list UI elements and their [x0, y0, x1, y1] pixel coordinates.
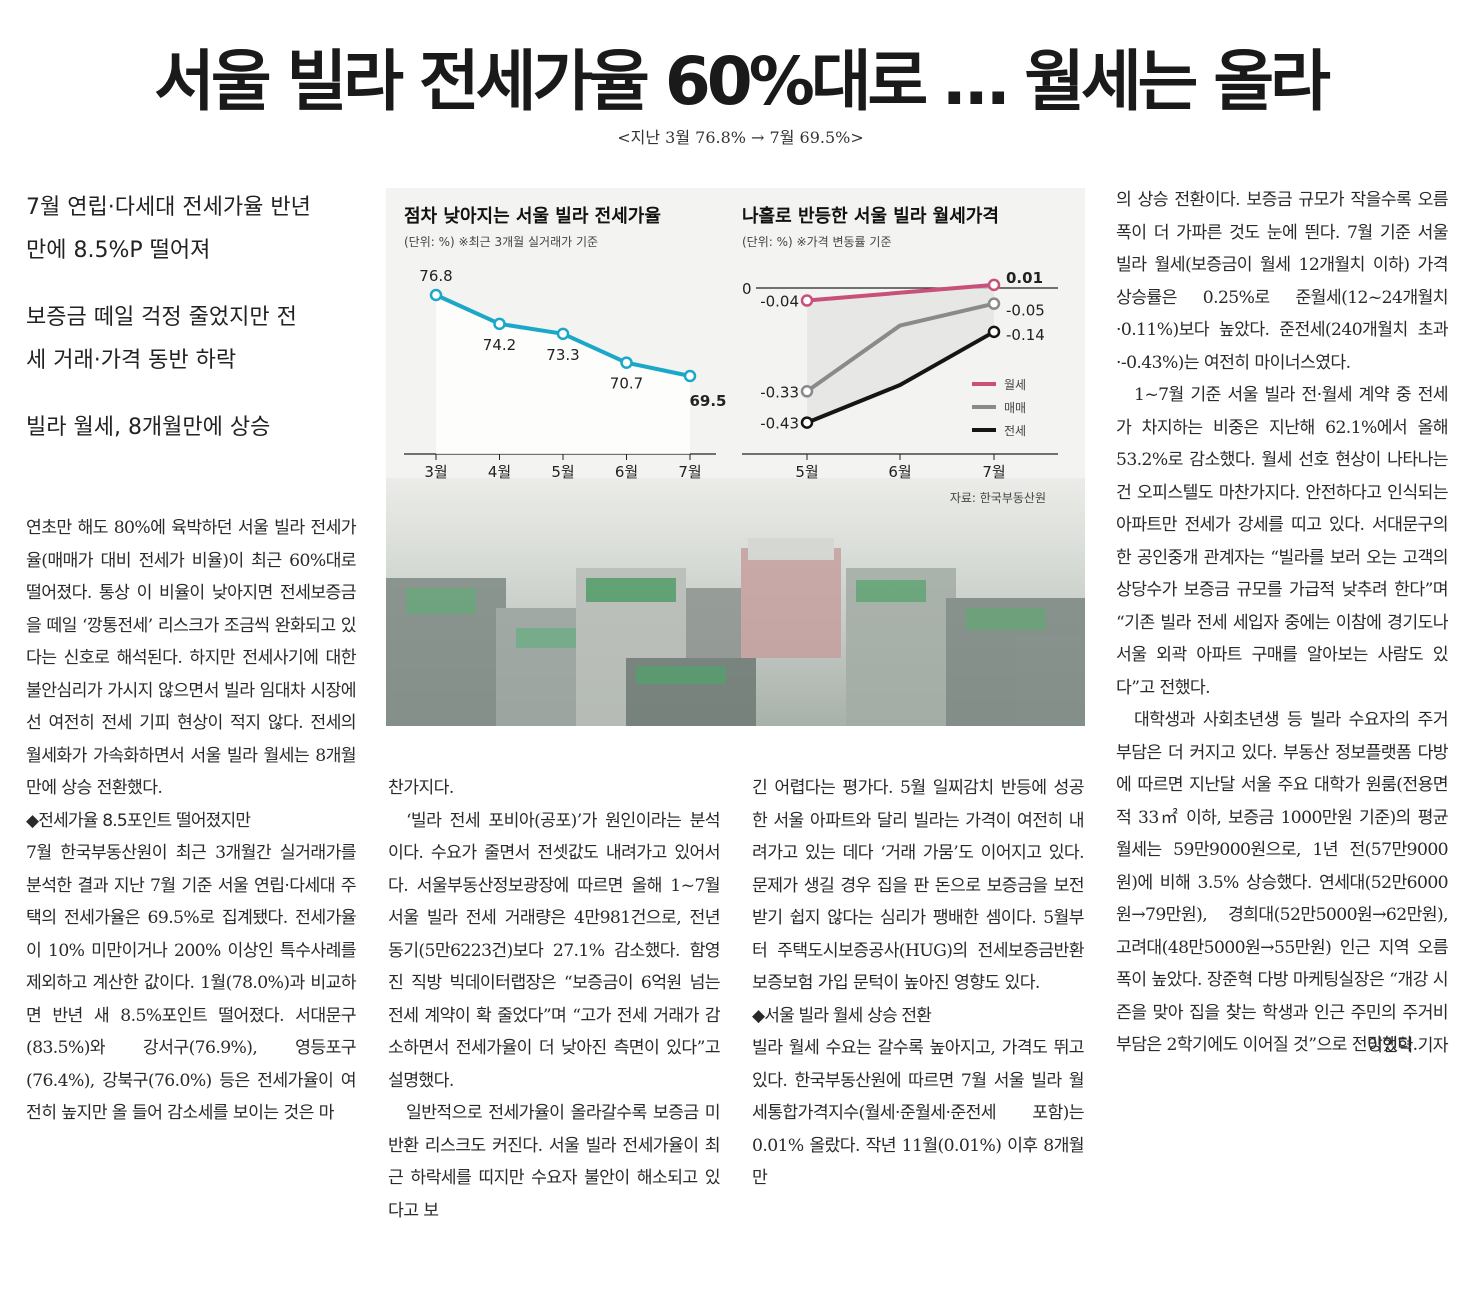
body-paragraph: 찬가지다.: [388, 778, 454, 798]
chart2-point: [800, 385, 814, 398]
chart1-x-tick-label: 7월: [678, 463, 701, 481]
chart1-data-label: 69.5: [689, 392, 726, 410]
city-photo: [386, 188, 1085, 726]
body-paragraph: 긴 어렵다는 평가다. 5월 일찌감치 반등에 성공한 서울 아파트와 달리 빌…: [752, 778, 1085, 993]
section-subhead: ◆전세가율 8.5포인트 떨어졌지만: [26, 810, 251, 831]
chart2-series-line: [805, 301, 995, 393]
chart1-data-label: 74.2: [483, 336, 516, 354]
chart1-x-tick-label: 6월: [615, 463, 638, 481]
chart2-point: [987, 278, 1001, 292]
chart2-x-tick-label: 7월: [982, 463, 1005, 481]
chart2-point: [800, 416, 814, 429]
chart1-x-tick-label: 5월: [551, 463, 574, 481]
chart1-title: 점차 낮아지는 서울 빌라 전세가율: [404, 206, 661, 227]
chart2-x-tick-label: 6월: [888, 463, 911, 481]
body-column-1: 연초만 해도 80%에 육박하던 서울 빌라 전세가율(매매가 대비 전세가 비…: [26, 512, 357, 1130]
chart1-data-label: 73.3: [546, 346, 579, 364]
chart2-data-label: -0.33: [760, 383, 799, 401]
body-paragraph: 일반적으로 전세가율이 올라갈수록 보증금 미반환 리스크도 커진다. 서울 빌…: [388, 1103, 721, 1221]
chart2-x-tick-label: 5월: [795, 463, 818, 481]
chart2-band: [807, 284, 994, 423]
chart1-data-label: 76.8: [419, 267, 452, 285]
chart2-title: 나홀로 반등한 서울 빌라 월세가격: [742, 205, 999, 227]
chart2-legend-label: 전세: [1004, 424, 1026, 438]
body-paragraph: ‘빌라 전세 포비아(공포)’가 원인이라는 분석이다. 수요가 줄면서 전셋값…: [388, 810, 721, 1091]
chart2-series-line: [806, 330, 995, 425]
body-column-2: 찬가지다. ‘빌라 전세 포비아(공포)’가 원인이라는 분석이다. 수요가 줄면…: [388, 772, 721, 1227]
chart-graphic: 점차 낮아지는 서울 빌라 전세가율 (단위: %) ※최근 3개월 실거래가 …: [386, 188, 1085, 726]
body-paragraph: 1~7월 기준 서울 빌라 전·월세 계약 중 전세가 차지하는 비중은 지난해…: [1116, 385, 1449, 698]
chart1-point: [429, 288, 443, 302]
body-paragraph: 연초만 해도 80%에 육박하던 서울 빌라 전세가율(매매가 대비 전세가 비…: [26, 518, 357, 798]
chart2-data-label: -0.14: [1006, 326, 1045, 344]
chart2-zero-label: 0: [742, 280, 752, 298]
chart2-point: [987, 297, 1001, 310]
deck-line-1: 7월 연립·다세대 전세가율 반년 만에 8.5%P 떨어져: [26, 195, 311, 263]
charts-svg: 점차 낮아지는 서울 빌라 전세가율 (단위: %) ※최근 3개월 실거래가 …: [404, 205, 1058, 505]
deck-line-3: 빌라 월세, 8개월만에 상승: [26, 415, 271, 440]
byline: 이인혁 기자: [1367, 1035, 1449, 1056]
chart2-series-line: [806, 282, 995, 303]
chart1-point: [493, 317, 506, 331]
body-paragraph: 대학생과 사회초년생 등 빌라 수요자의 주거 부담은 더 커지고 있다. 부동…: [1116, 710, 1449, 1055]
chart2-legend-label: 매매: [1004, 401, 1026, 415]
chart1-area: [436, 295, 690, 454]
body-paragraph: 의 상승 전환이다. 보증금 규모가 작을수록 오름폭이 더 가파른 것도 눈에…: [1116, 190, 1449, 373]
subheadline: <지난 3월 76.8% → 7월 69.5%>: [617, 128, 864, 147]
section-subhead: ◆서울 빌라 월세 상승 전환: [752, 1005, 932, 1026]
chart1-point: [620, 356, 633, 369]
chart2-point: [800, 294, 814, 307]
deck: 7월 연립·다세대 전세가율 반년 만에 8.5%P 떨어져 보증금 떼일 걱정…: [26, 186, 356, 473]
chart2-unit: (단위: %) ※가격 변동률 기준: [742, 235, 891, 249]
chart2-data-label: -0.04: [760, 293, 799, 311]
body-column-3: 긴 어렵다는 평가다. 5월 일찌감치 반등에 성공한 서울 아파트와 달리 빌…: [752, 772, 1085, 1195]
chart1-x-tick-label: 4월: [488, 463, 511, 481]
chart2-data-label: 0.01: [1006, 269, 1043, 287]
chart1-x-tick-label: 3월: [424, 463, 447, 481]
chart1-point: [556, 327, 570, 341]
deck-line-2: 보증금 떼일 걱정 줄었지만 전세 거래·가격 동반 하락: [26, 305, 297, 373]
chart1-unit: (단위: %) ※최근 3개월 실거래가 기준: [404, 235, 598, 249]
chart2-data-label: -0.05: [1006, 302, 1045, 320]
chart1-data-label: 70.7: [610, 375, 643, 393]
body-column-4: 의 상승 전환이다. 보증금 규모가 작을수록 오름폭이 더 가파른 것도 눈에…: [1116, 184, 1449, 1062]
chart2-data-label: -0.43: [760, 415, 799, 433]
headline: 서울 빌라 전세가율 60%대로 … 월세는 올라: [154, 43, 1331, 120]
body-paragraph: 빌라 월세 수요는 갈수록 높아지고, 가격도 뛰고 있다. 한국부동산원에 따…: [752, 1038, 1085, 1188]
chart2-point: [987, 325, 1001, 339]
body-paragraph: 7월 한국부동산원이 최근 3개월간 실거래가를 분석한 결과 지난 7월 기준…: [26, 843, 357, 1123]
chart2-legend-label: 월세: [1004, 378, 1026, 392]
chart1-point: [683, 369, 697, 383]
chart2-source: 자료: 한국부동산원: [950, 491, 1046, 505]
